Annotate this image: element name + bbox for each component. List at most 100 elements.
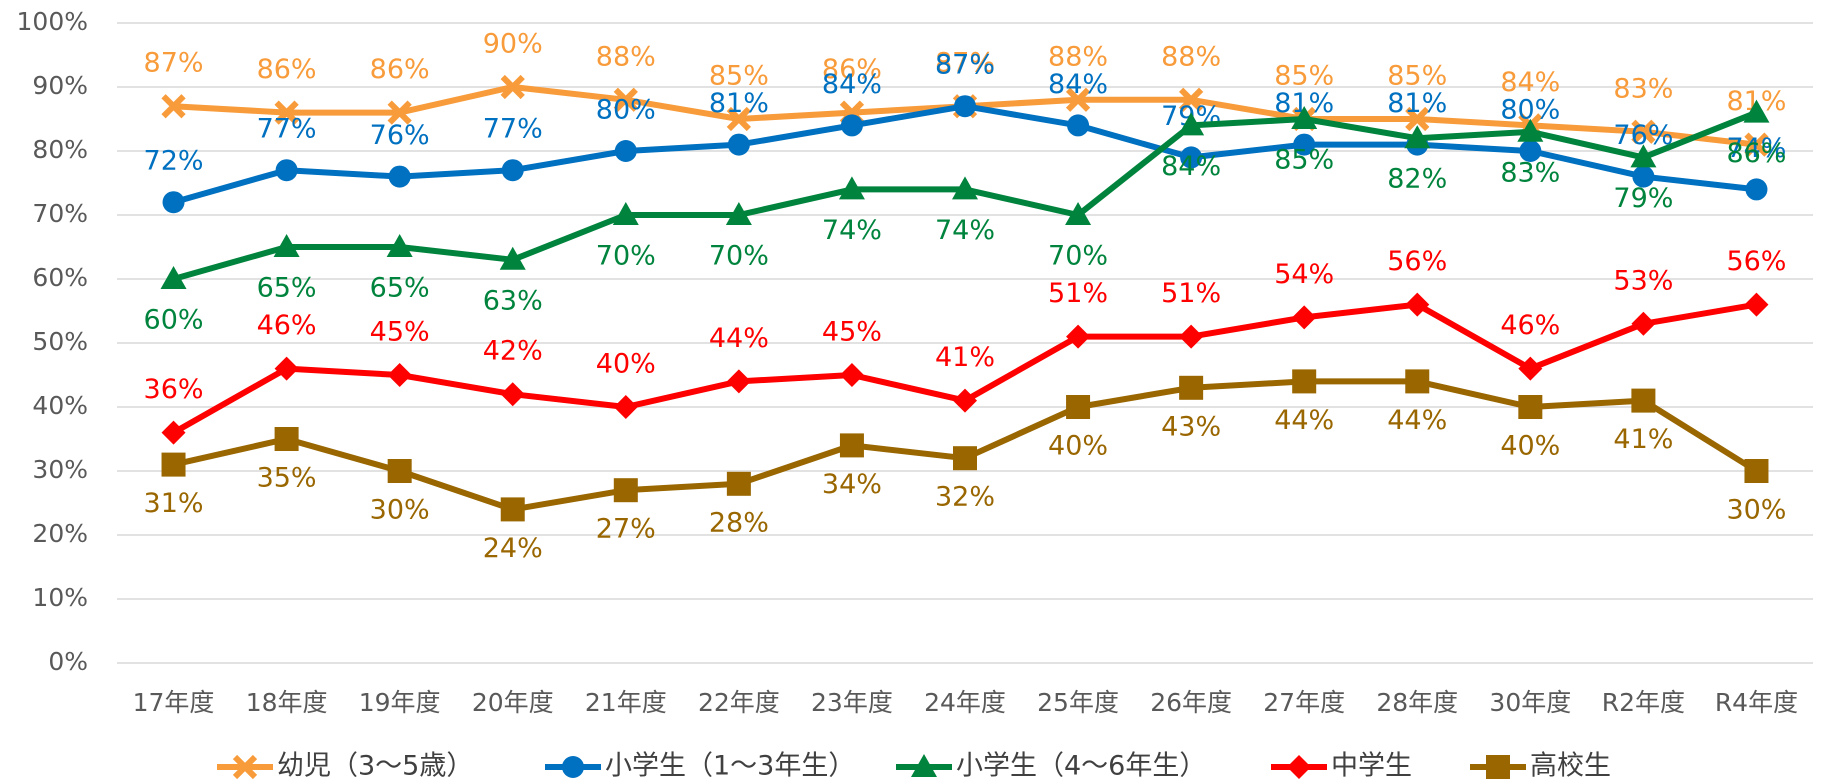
marker xyxy=(726,369,751,394)
data-label: 90% xyxy=(483,29,543,60)
data-label: 51% xyxy=(1161,278,1221,309)
data-label: 72% xyxy=(144,146,204,177)
data-label: 88% xyxy=(1048,41,1108,72)
marker xyxy=(387,459,412,483)
data-label: 84% xyxy=(1500,67,1560,98)
y-tick-label: 30% xyxy=(32,455,88,484)
marker xyxy=(1067,114,1090,137)
data-label: 46% xyxy=(257,310,317,341)
marker xyxy=(614,140,637,162)
data-label: 45% xyxy=(822,317,882,348)
marker xyxy=(274,100,299,125)
data-label: 86% xyxy=(1726,138,1786,169)
y-tick-label: 50% xyxy=(32,327,88,356)
marker xyxy=(1405,106,1430,132)
x-tick-label: R4年度 xyxy=(1715,688,1798,717)
marker xyxy=(1518,356,1543,381)
data-label: 63% xyxy=(483,285,543,316)
marker xyxy=(499,246,526,270)
legend-label: 中学生 xyxy=(1331,751,1412,782)
data-label: 43% xyxy=(1161,411,1221,442)
x-tick-label: 20年度 xyxy=(472,688,554,717)
marker xyxy=(1744,132,1769,157)
data-label: 36% xyxy=(144,374,204,405)
data-label: 70% xyxy=(1048,241,1108,272)
marker xyxy=(1745,178,1768,201)
data-label: 81% xyxy=(1387,88,1447,119)
marker xyxy=(954,95,976,118)
marker xyxy=(613,478,638,503)
data-label: 83% xyxy=(1500,157,1560,188)
marker xyxy=(1179,87,1204,112)
marker xyxy=(386,234,413,257)
x-tick-label: 28年度 xyxy=(1376,688,1458,717)
legend-marker xyxy=(1287,755,1311,779)
data-label: 44% xyxy=(1274,405,1334,436)
data-label: 27% xyxy=(596,514,656,545)
legend-marker xyxy=(232,754,258,780)
marker xyxy=(1066,395,1091,419)
legend-marker xyxy=(1486,755,1510,779)
data-label: 44% xyxy=(1387,405,1447,436)
data-label: 84% xyxy=(1161,151,1221,182)
marker xyxy=(501,159,524,182)
x-tick-label: 21年度 xyxy=(585,688,667,717)
y-tick-label: 100% xyxy=(17,7,88,36)
x-tick-label: R2年度 xyxy=(1602,688,1685,717)
marker xyxy=(1743,99,1770,123)
data-label: 84% xyxy=(822,69,882,100)
marker xyxy=(500,497,525,522)
data-label: 76% xyxy=(370,120,430,151)
data-label: 45% xyxy=(370,317,430,348)
series: 72%77%76%77%80%81%84%87%84%79%81%81%80%7… xyxy=(144,50,1786,214)
legend-marker xyxy=(562,756,584,778)
marker xyxy=(1065,202,1092,225)
data-label: 85% xyxy=(709,61,769,92)
legend-label: 小学生（1～3年生） xyxy=(605,751,855,782)
data-label: 80% xyxy=(596,95,656,126)
marker xyxy=(162,191,185,214)
data-label: 60% xyxy=(144,305,204,336)
data-label: 88% xyxy=(1161,41,1221,72)
marker xyxy=(839,433,864,458)
data-label: 85% xyxy=(1387,61,1447,92)
marker xyxy=(1630,144,1657,168)
marker xyxy=(1744,459,1769,483)
legend-label: 高校生 xyxy=(1530,751,1611,782)
marker xyxy=(387,100,412,125)
marker xyxy=(161,420,186,445)
data-label: 86% xyxy=(257,54,317,85)
legend-label: 幼児（3～5歳） xyxy=(277,751,473,782)
data-label: 77% xyxy=(483,114,543,145)
data-label: 85% xyxy=(1274,145,1334,176)
marker xyxy=(612,202,639,225)
y-tick-label: 0% xyxy=(48,647,88,676)
marker xyxy=(273,234,300,257)
x-tick-label: 26年度 xyxy=(1150,688,1232,717)
marker xyxy=(1405,369,1430,394)
marker xyxy=(274,356,299,381)
marker xyxy=(726,471,751,496)
data-label: 82% xyxy=(1387,164,1447,195)
marker xyxy=(1293,133,1316,156)
x-tick-label: 25年度 xyxy=(1037,688,1119,717)
series: 36% 46% 45% 42% 40% 44% 45% 41% 51% 51% 54% 56% 46% 5… xyxy=(144,246,1786,445)
series: 31% 35% 30% 24% 27% 28% 34% 32% 40% 43% 44% 44% 40% 4… xyxy=(144,369,1786,564)
data-label: 56% xyxy=(1387,246,1447,277)
marker xyxy=(953,388,977,413)
marker xyxy=(1292,305,1317,330)
marker xyxy=(387,363,412,387)
data-label: 54% xyxy=(1274,259,1334,290)
data-label: 35% xyxy=(257,463,317,494)
data-label: 84% xyxy=(1048,69,1108,100)
data-label: 70% xyxy=(596,241,656,272)
data-label: 31% xyxy=(144,488,204,519)
data-label: 28% xyxy=(709,507,769,538)
marker xyxy=(1180,146,1203,169)
marker xyxy=(1405,292,1430,317)
x-tick-label: 30年度 xyxy=(1489,688,1571,717)
data-label: 85% xyxy=(1274,61,1334,92)
data-label: 86% xyxy=(370,54,430,85)
marker xyxy=(1178,112,1205,136)
x-tick-label: 23年度 xyxy=(811,688,893,717)
